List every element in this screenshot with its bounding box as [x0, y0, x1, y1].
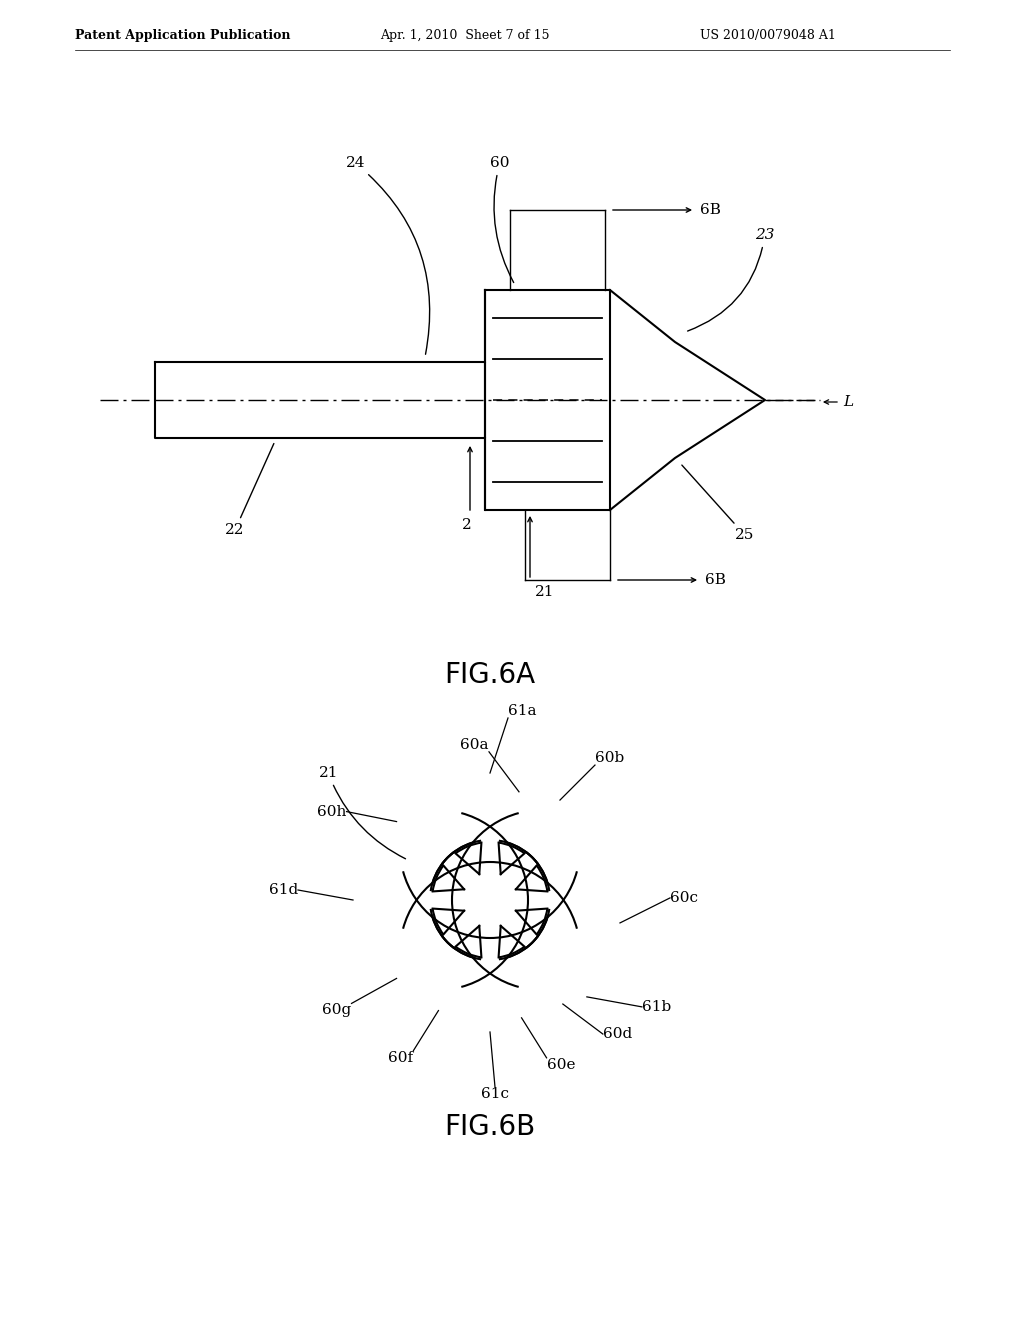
Text: 21: 21	[318, 766, 406, 859]
Text: 6B: 6B	[705, 573, 726, 587]
Text: 60: 60	[490, 156, 514, 282]
Text: 60a: 60a	[461, 738, 489, 752]
Text: 60g: 60g	[323, 1003, 351, 1018]
Text: 60f: 60f	[388, 1051, 414, 1064]
Text: 24: 24	[345, 156, 430, 354]
Text: 25: 25	[682, 465, 755, 543]
Text: 60b: 60b	[595, 751, 625, 766]
Text: 61a: 61a	[508, 704, 537, 718]
Text: Apr. 1, 2010  Sheet 7 of 15: Apr. 1, 2010 Sheet 7 of 15	[380, 29, 550, 41]
Text: 21: 21	[535, 585, 555, 599]
Text: 61c: 61c	[481, 1086, 509, 1101]
Text: FIG.6A: FIG.6A	[444, 661, 536, 689]
Text: 60e: 60e	[547, 1057, 575, 1072]
Text: 61d: 61d	[268, 883, 298, 898]
Text: Patent Application Publication: Patent Application Publication	[75, 29, 291, 41]
Text: 2: 2	[462, 517, 472, 532]
Text: 61b: 61b	[642, 999, 671, 1014]
Text: 60c: 60c	[670, 891, 698, 906]
Text: 23: 23	[687, 228, 774, 331]
Text: 60d: 60d	[603, 1027, 632, 1041]
Text: 22: 22	[225, 444, 273, 537]
Text: L: L	[843, 395, 853, 409]
Text: 6B: 6B	[700, 203, 721, 216]
Text: FIG.6B: FIG.6B	[444, 1113, 536, 1140]
Text: US 2010/0079048 A1: US 2010/0079048 A1	[700, 29, 836, 41]
Text: 60h: 60h	[317, 805, 346, 818]
